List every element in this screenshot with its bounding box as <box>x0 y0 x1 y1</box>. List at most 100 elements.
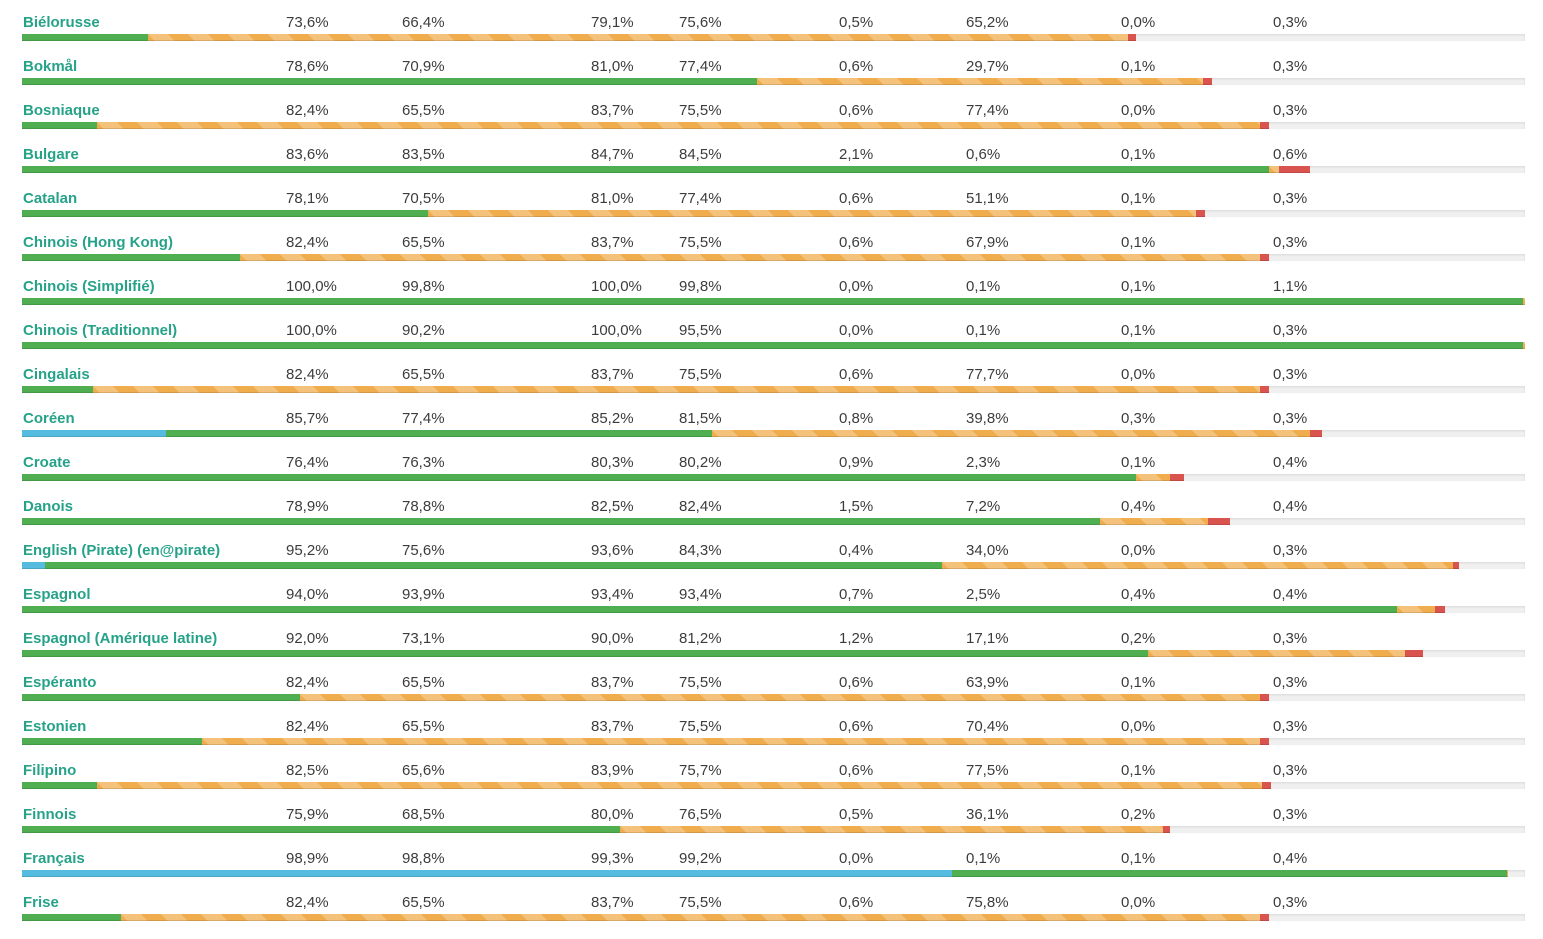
language-link[interactable]: Catalan <box>23 190 78 207</box>
language-link[interactable]: Espagnol <box>23 586 91 603</box>
language-link[interactable]: Bulgare <box>23 146 79 163</box>
progress-checks-segment <box>1203 78 1213 85</box>
stat-comments-percent: 0,4% <box>1273 498 1308 515</box>
translation-progress-bar <box>22 474 1525 481</box>
language-name-cell: Danois <box>22 497 286 516</box>
language-link[interactable]: Danois <box>23 498 74 515</box>
progress-checks-segment <box>1261 782 1271 789</box>
translation-progress-bar <box>22 254 1525 261</box>
language-row-cells: Espéranto 82,4% 65,5% 83,7% 75,5% 0,6% 6… <box>22 673 1525 692</box>
stat-translated-percent: 75,9% <box>286 806 329 823</box>
stat-words-percent: 83,5% <box>402 146 445 163</box>
stat-percent-col4: 77,4% <box>679 190 722 207</box>
language-name-cell: Catalan <box>22 189 286 208</box>
language-link[interactable]: Chinois (Simplifié) <box>23 278 155 295</box>
language-name-cell: Chinois (Traditionnel) <box>22 321 286 340</box>
language-link[interactable]: Bokmål <box>23 58 78 75</box>
language-name-cell: Estonien <box>22 717 286 736</box>
translation-progress-bar <box>22 518 1525 525</box>
language-row: Chinois (Hong Kong) 82,4% 65,5% 83,7% 75… <box>22 220 1525 264</box>
progress-checks-segment <box>1452 562 1459 569</box>
progress-checks-segment <box>1207 518 1231 525</box>
stat-words-percent: 65,5% <box>402 366 445 383</box>
stat-checks-percent: 0,6% <box>839 762 874 779</box>
progress-translated-segment <box>22 650 1148 657</box>
stat-comments-percent: 0,3% <box>1273 102 1308 119</box>
progress-checks-segment <box>1310 430 1323 437</box>
stat-percent-col3: 99,3% <box>591 850 634 867</box>
language-link[interactable]: Espéranto <box>23 674 97 691</box>
language-link[interactable]: Estonien <box>23 718 87 735</box>
language-name-cell: Chinois (Hong Kong) <box>22 233 286 252</box>
language-name-cell: Croate <box>22 453 286 472</box>
stat-words-percent: 98,8% <box>402 850 445 867</box>
language-row-cells: Bosniaque 82,4% 65,5% 83,7% 75,5% 0,6% 7… <box>22 101 1525 120</box>
language-link[interactable]: English (Pirate) (en@pirate) <box>23 542 221 559</box>
stat-percent-col3: 81,0% <box>591 58 634 75</box>
stat-checks-percent: 0,6% <box>839 718 874 735</box>
stat-percent-col3: 83,7% <box>591 674 634 691</box>
translation-progress-bar <box>22 782 1525 789</box>
stat-checks-percent: 0,8% <box>839 410 874 427</box>
stat-comments-percent: 0,3% <box>1273 322 1308 339</box>
progress-translated-segment <box>22 298 1524 305</box>
language-row: Espagnol 94,0% 93,9% 93,4% 93,4% 0,7% 2,… <box>22 572 1525 616</box>
stat-needs-editing-percent: 7,2% <box>966 498 1001 515</box>
stat-translated-percent: 82,4% <box>286 674 329 691</box>
language-row-cells: Français 98,9% 98,8% 99,3% 99,2% 0,0% 0,… <box>22 849 1525 868</box>
language-row-cells: English (Pirate) (en@pirate) 95,2% 75,6%… <box>22 541 1525 560</box>
stat-translated-percent: 92,0% <box>286 630 329 647</box>
stat-percent-col4: 80,2% <box>679 454 722 471</box>
stat-words-percent: 76,3% <box>402 454 445 471</box>
language-row-cells: Chinois (Traditionnel) 100,0% 90,2% 100,… <box>22 321 1525 340</box>
progress-needs-editing-segment <box>92 386 1261 393</box>
stat-checks-percent: 0,5% <box>839 14 874 31</box>
stat-suggestions-percent: 0,4% <box>1121 586 1156 603</box>
stat-needs-editing-percent: 39,8% <box>966 410 1009 427</box>
stat-translated-percent: 94,0% <box>286 586 329 603</box>
language-link[interactable]: Filipino <box>23 762 77 779</box>
language-row: Finnois 75,9% 68,5% 80,0% 76,5% 0,5% 36,… <box>22 792 1525 836</box>
stat-checks-percent: 0,6% <box>839 366 874 383</box>
progress-translated-segment <box>22 782 98 789</box>
progress-translated-segment <box>952 870 1507 877</box>
stat-suggestions-percent: 0,0% <box>1121 894 1156 911</box>
stat-percent-col4: 76,5% <box>679 806 722 823</box>
stat-needs-editing-percent: 36,1% <box>966 806 1009 823</box>
progress-checks-segment <box>1195 210 1205 217</box>
stat-checks-percent: 0,6% <box>839 102 874 119</box>
language-link[interactable]: Frise <box>23 894 59 911</box>
language-row: Bosniaque 82,4% 65,5% 83,7% 75,5% 0,6% 7… <box>22 88 1525 132</box>
progress-needs-editing-segment <box>620 826 1163 833</box>
language-link[interactable]: Croate <box>23 454 71 471</box>
stat-needs-editing-percent: 63,9% <box>966 674 1009 691</box>
stat-words-percent: 65,5% <box>402 674 445 691</box>
language-row-cells: Croate 76,4% 76,3% 80,3% 80,2% 0,9% 2,3%… <box>22 453 1525 472</box>
language-link[interactable]: Français <box>23 850 85 867</box>
language-link[interactable]: Cingalais <box>23 366 90 383</box>
progress-needs-editing-segment <box>148 34 1129 41</box>
language-link[interactable]: Biélorusse <box>23 14 100 31</box>
stat-suggestions-percent: 0,1% <box>1121 190 1156 207</box>
language-link[interactable]: Finnois <box>23 806 77 823</box>
stat-checks-percent: 0,7% <box>839 586 874 603</box>
stat-suggestions-percent: 0,1% <box>1121 146 1156 163</box>
stat-checks-percent: 0,6% <box>839 190 874 207</box>
progress-approved-segment <box>22 870 953 877</box>
progress-checks-segment <box>1260 738 1270 745</box>
stat-percent-col3: 83,7% <box>591 366 634 383</box>
stat-translated-percent: 100,0% <box>286 322 337 339</box>
progress-translated-segment <box>22 474 1136 481</box>
language-link[interactable]: Bosniaque <box>23 102 100 119</box>
language-link[interactable]: Chinois (Hong Kong) <box>23 234 173 251</box>
language-link[interactable]: Coréen <box>23 410 75 427</box>
language-name-cell: English (Pirate) (en@pirate) <box>22 541 286 560</box>
stat-percent-col4: 99,8% <box>679 278 722 295</box>
stat-checks-percent: 0,6% <box>839 234 874 251</box>
language-link[interactable]: Chinois (Traditionnel) <box>23 322 178 339</box>
language-row: Estonien 82,4% 65,5% 83,7% 75,5% 0,6% 70… <box>22 704 1525 748</box>
language-link[interactable]: Espagnol (Amérique latine) <box>23 630 218 647</box>
language-row-cells: Frise 82,4% 65,5% 83,7% 75,5% 0,6% 75,8%… <box>22 893 1525 912</box>
language-row-cells: Chinois (Simplifié) 100,0% 99,8% 100,0% … <box>22 277 1525 296</box>
language-row-cells: Coréen 85,7% 77,4% 85,2% 81,5% 0,8% 39,8… <box>22 409 1525 428</box>
